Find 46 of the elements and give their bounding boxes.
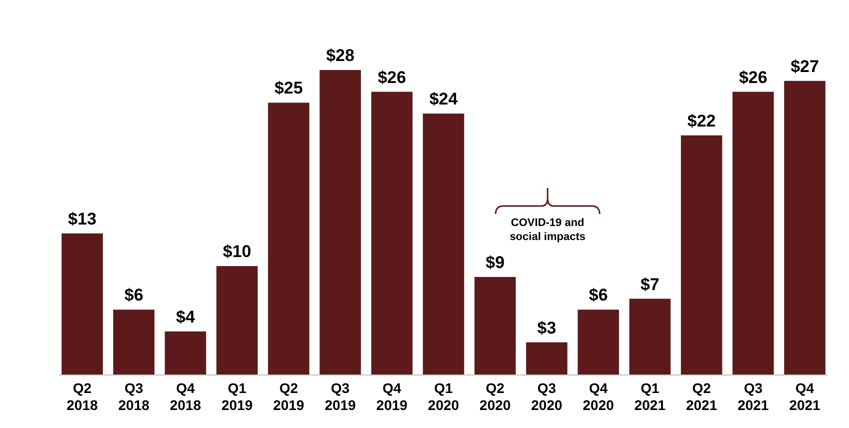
bar — [268, 102, 310, 375]
x-tick-label: Q2 2018 — [66, 380, 98, 413]
data-label: $28 — [326, 46, 354, 65]
x-tick-label: Q2 2021 — [686, 380, 718, 413]
data-label: $4 — [176, 307, 196, 326]
bar — [371, 92, 413, 375]
bar — [732, 92, 774, 375]
x-tick-label: Q4 2019 — [376, 380, 408, 413]
bar — [320, 70, 361, 375]
data-label: $25 — [274, 78, 303, 98]
x-tick-label: Q2 2019 — [273, 380, 304, 413]
data-label: $6 — [124, 286, 144, 305]
data-label: $10 — [222, 242, 252, 262]
data-label: $3 — [537, 318, 556, 338]
bar — [629, 298, 671, 375]
data-label: $6 — [588, 286, 608, 305]
x-tick-label: Q1 2019 — [221, 380, 253, 413]
x-tick-label: Q3 2020 — [531, 380, 562, 413]
bar — [578, 310, 619, 375]
x-tick-label: Q4 2020 — [582, 380, 614, 413]
bar — [113, 310, 154, 375]
bar — [164, 331, 206, 375]
data-label: $22 — [687, 111, 716, 130]
data-label: $13 — [68, 209, 96, 228]
x-tick-label: Q4 2018 — [170, 380, 202, 413]
data-label: $9 — [486, 252, 505, 272]
x-tick-label: Q1 2021 — [634, 380, 666, 413]
x-tick-label: Q1 2020 — [428, 380, 460, 413]
bar — [680, 135, 722, 375]
bar — [216, 266, 258, 375]
x-tick-label: Q3 2021 — [738, 380, 769, 413]
data-label: $26 — [378, 68, 406, 87]
x-tick-label: Q3 2018 — [118, 380, 150, 413]
x-tick-label: Q2 2020 — [480, 380, 511, 413]
bar — [474, 276, 516, 375]
data-label: $26 — [738, 68, 768, 87]
x-tick-label: Q4 2021 — [789, 380, 821, 413]
x-tick-label: Q3 2019 — [324, 380, 356, 413]
bar — [526, 342, 568, 375]
data-label: $24 — [429, 90, 458, 109]
bar — [784, 80, 826, 375]
bar — [62, 233, 103, 375]
data-label: $27 — [790, 56, 819, 76]
bar — [422, 114, 464, 375]
data-label: $7 — [640, 274, 660, 294]
annotation: COVID-19 and social impacts — [510, 217, 586, 243]
